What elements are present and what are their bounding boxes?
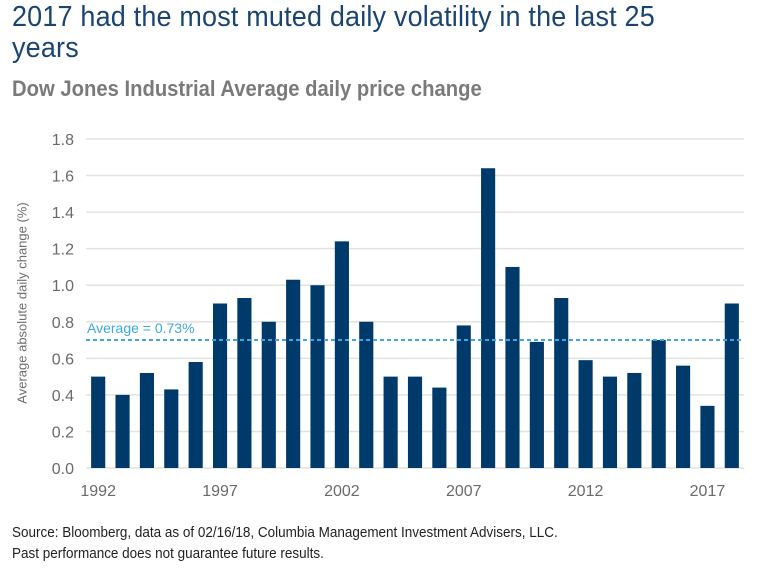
bar-2010: [529, 341, 544, 468]
bar-1996: [188, 361, 203, 468]
source-note: Source: Bloomberg, data as of 02/16/18, …: [12, 525, 558, 541]
average-line-group: Average = 0.73%: [86, 320, 744, 342]
bar-1998: [237, 298, 252, 468]
disclaimer: Past performance does not guarantee futu…: [12, 546, 324, 562]
x-tick-label: 2002: [324, 483, 360, 500]
x-tick-label: 1992: [80, 483, 116, 500]
bar-2011: [554, 298, 569, 468]
bar-2008: [481, 168, 496, 468]
y-tick-label: 1.0: [52, 278, 74, 295]
y-tick-label: 0.0: [52, 461, 74, 478]
bar-1992: [91, 376, 106, 468]
bar-2005: [407, 376, 423, 468]
x-tick-label: 2007: [446, 483, 482, 500]
bars: [91, 168, 739, 468]
bar-2000: [286, 279, 301, 468]
bar-1994: [139, 372, 154, 468]
bar-2013: [602, 376, 618, 468]
x-tick-label: 1997: [202, 483, 238, 500]
bar-1997: [212, 303, 228, 468]
bar-2012: [578, 360, 593, 468]
bar-2006: [432, 387, 447, 468]
y-tick-label: 1.6: [52, 169, 74, 186]
bar-2014: [627, 372, 642, 468]
y-axis-ticks: 0.0 0.2 0.4 0.6 0.8 1.0 1.2 1.4 1.6 1.8: [52, 132, 74, 478]
chart-title: 2017 had the most muted daily volatility…: [12, 1, 655, 64]
y-tick-label: 0.4: [52, 388, 74, 405]
footer: Source: Bloomberg, data as of 02/16/18, …: [12, 523, 558, 565]
y-tick-label: 0.2: [52, 424, 74, 441]
x-tick-label: 2012: [568, 483, 604, 500]
y-tick-label: 1.2: [52, 242, 74, 259]
y-tick-label: 0.8: [52, 315, 74, 332]
y-tick-label: 1.4: [52, 205, 74, 222]
chart-subtitle: Dow Jones Industrial Average daily price…: [12, 76, 482, 101]
x-axis-ticks: 1992 1997 2002 2007 2012 2017: [80, 483, 725, 500]
bar-2003: [359, 321, 374, 468]
bar-1993: [115, 394, 130, 468]
bar-2001: [310, 285, 325, 468]
bar-2016: [676, 365, 691, 468]
bar-1999: [261, 321, 276, 468]
bar-2007: [456, 325, 471, 468]
y-tick-label: 0.6: [52, 351, 74, 368]
x-tick-label: 2017: [690, 483, 726, 500]
y-tick-label: 1.8: [52, 132, 74, 149]
bar-1995: [164, 389, 179, 468]
bar-2017: [700, 405, 715, 468]
bar-2002: [334, 241, 349, 468]
bar-2015: [651, 340, 666, 468]
bar-2018: [724, 303, 739, 468]
bar-2004: [383, 376, 398, 468]
average-label: Average = 0.73%: [87, 320, 195, 336]
bar-2009: [505, 266, 520, 468]
